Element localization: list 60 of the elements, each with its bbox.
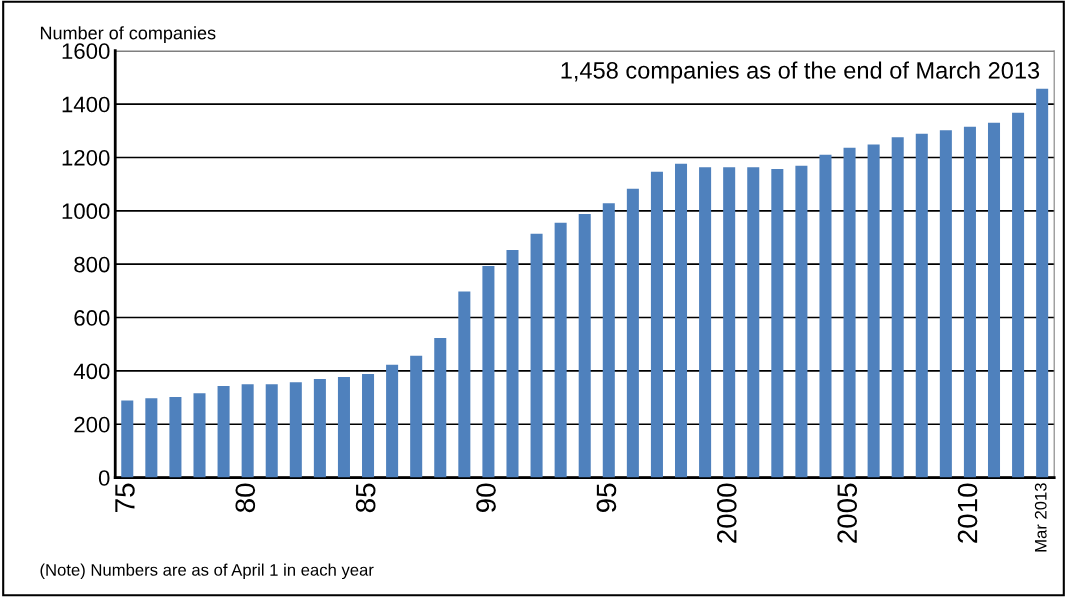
- bar: [1036, 88, 1049, 478]
- text: (Note) Numbers are as of April 1 in each year: [40, 563, 374, 580]
- bar: [602, 203, 615, 478]
- x-tick-label: 2005: [837, 483, 858, 543]
- bar: [915, 133, 928, 478]
- bar: [578, 214, 591, 478]
- bar: [819, 154, 832, 478]
- y-tick-label: 400: [73, 363, 110, 380]
- bar: [193, 393, 206, 478]
- bar: [121, 400, 134, 478]
- bar: [530, 233, 543, 478]
- bar: [241, 384, 254, 478]
- y-tick-label: 1400: [62, 96, 110, 113]
- y-tick-label: 0: [98, 470, 110, 486]
- bar: [386, 364, 399, 478]
- y-tick-label: 600: [74, 310, 110, 326]
- bar: [410, 355, 423, 478]
- x-tick-label: 75: [115, 483, 135, 512]
- bar: [867, 144, 880, 478]
- bar: [675, 163, 688, 478]
- annotation: 1,458 companies as of the end of March 2013: [561, 61, 1040, 84]
- bar: [987, 122, 1001, 478]
- bar: [626, 188, 639, 478]
- x-tick-label: 85: [355, 483, 376, 513]
- bar: [313, 378, 326, 478]
- bar: [699, 167, 712, 478]
- x-tick-label: 2000: [716, 483, 737, 543]
- bar: [554, 222, 567, 478]
- y-tick-label: 200: [74, 416, 110, 433]
- bar: [337, 377, 350, 478]
- bar: [771, 168, 784, 478]
- bar: [265, 384, 278, 478]
- bar: [939, 130, 952, 478]
- bar: [289, 382, 302, 478]
- bar: [169, 397, 182, 478]
- bar: [434, 338, 447, 478]
- y-tick-label: 1600: [62, 43, 110, 60]
- x-tick-label: 2010: [957, 483, 978, 543]
- bar: [891, 137, 904, 478]
- y-tick-label: 1200: [62, 149, 110, 166]
- y-tick-label: 1000: [62, 203, 110, 220]
- bar: [362, 374, 375, 478]
- y-tick-label: 800: [74, 256, 110, 273]
- x-tick-label: 80: [235, 483, 256, 513]
- bar: [482, 266, 495, 478]
- bar: [145, 398, 158, 478]
- bar: [506, 250, 519, 478]
- bar: [458, 291, 471, 478]
- bar: [747, 167, 760, 478]
- bar: [843, 147, 856, 478]
- bar: [650, 171, 663, 478]
- bar: [1012, 112, 1025, 478]
- x-tick-label: 95: [596, 483, 617, 513]
- x-tick-label: 90: [476, 483, 496, 513]
- bar: [963, 126, 976, 478]
- y-axis-title: Number of companies: [40, 26, 216, 43]
- x-tick-label: Mar 2013: [1034, 483, 1047, 552]
- bar: [795, 165, 808, 478]
- bar: [723, 167, 736, 478]
- bar: [217, 386, 230, 478]
